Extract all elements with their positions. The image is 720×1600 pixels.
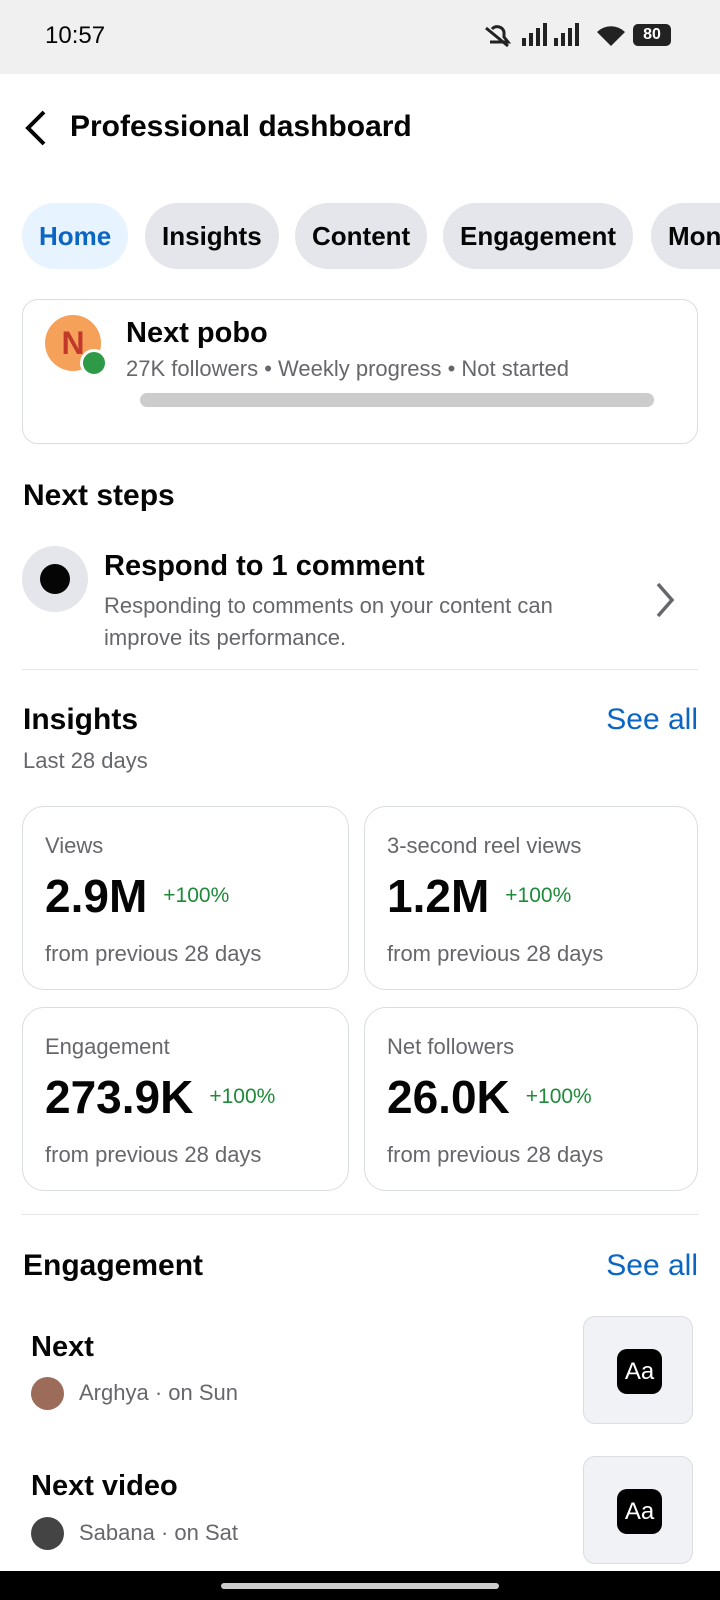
- battery: 80: [633, 24, 671, 46]
- value-row: 2.9M +100%: [45, 869, 229, 923]
- nav-bar: [0, 1571, 720, 1600]
- status-bar: 10:57 80: [0, 0, 720, 74]
- tab[interactable]: Insights: [145, 203, 279, 269]
- item-meta: Sabana · on Sat: [79, 1520, 239, 1545]
- card-value: 26.0K: [387, 1071, 510, 1123]
- verified-badge: [80, 349, 108, 377]
- thumbnail[interactable]: Aa: [583, 1316, 693, 1424]
- chevron[interactable]: [654, 580, 678, 620]
- card-value: 2.9M: [45, 870, 148, 922]
- thumb-text: Aa: [617, 1349, 662, 1394]
- section-title: Next steps: [23, 479, 175, 512]
- item-meta: Arghya · on Sun: [79, 1380, 238, 1405]
- profile-name: Next pobo: [126, 317, 268, 349]
- card-change: +100%: [209, 1085, 276, 1108]
- avatar: N: [45, 315, 101, 371]
- tab[interactable]: Content: [295, 203, 428, 269]
- card-footer: from previous 28 days: [45, 941, 262, 966]
- value-row: 273.9K +100%: [45, 1070, 275, 1124]
- detail: Not started: [461, 356, 569, 381]
- detail: 27K followers: [126, 356, 259, 381]
- thumb-text: Aa: [617, 1489, 662, 1534]
- card-label: Net followers: [387, 1034, 515, 1059]
- card-label: 3-second reel views: [387, 833, 582, 858]
- thumbnail[interactable]: Aa: [583, 1456, 693, 1564]
- value-row: 26.0K +100%: [387, 1070, 592, 1124]
- item-title[interactable]: Next video: [31, 1470, 178, 1502]
- card-footer: from previous 28 days: [387, 1142, 604, 1167]
- card-label: Views: [45, 833, 104, 858]
- divider: [22, 1214, 698, 1215]
- divider: [22, 669, 698, 670]
- tab[interactable]: Engagement: [443, 203, 634, 269]
- wifi-icon: [597, 26, 625, 46]
- item-title[interactable]: Next: [31, 1331, 94, 1363]
- see-all-link[interactable]: See all: [606, 703, 698, 736]
- card-change: +100%: [525, 1085, 592, 1108]
- section-subtitle: Last 28 days: [23, 748, 148, 773]
- tab[interactable]: Home: [22, 203, 129, 269]
- user-avatar: [31, 1377, 64, 1410]
- card-value: 1.2M: [387, 870, 490, 922]
- insight-card[interactable]: Engagement 273.9K +100% from previous 28 da…: [22, 1007, 349, 1191]
- step-description: Responding to comments on your content c…: [104, 593, 553, 650]
- card-label: Engagement: [45, 1034, 170, 1059]
- detail: Weekly progress: [278, 356, 442, 381]
- page-title: Professional dashboard: [70, 110, 412, 143]
- see-all-link[interactable]: See all: [606, 1249, 698, 1282]
- insight-card[interactable]: Views 2.9M +100% from previous 28 days: [22, 806, 349, 990]
- section-title: Engagement: [23, 1249, 204, 1282]
- user-avatar: [31, 1517, 64, 1550]
- insight-card[interactable]: 3-second reel views 1.2M +100% from previou…: [364, 806, 698, 990]
- card-value: 273.9K: [45, 1071, 194, 1123]
- card-footer: from previous 28 days: [387, 941, 604, 966]
- card-change: +100%: [505, 884, 572, 907]
- insight-card[interactable]: Net followers 26.0K +100% from previous 28 …: [364, 1007, 698, 1191]
- profile-card[interactable]: N Next pobo 27K followers • Weekly progr…: [22, 299, 698, 444]
- card-footer: from previous 28 days: [45, 1142, 262, 1167]
- time: 10:57: [45, 22, 106, 49]
- section-title: Insights: [23, 703, 139, 736]
- value-row: 1.2M +100%: [387, 869, 571, 923]
- card-change: +100%: [163, 884, 230, 907]
- status-icons: [485, 23, 579, 48]
- profile-details: 27K followers • Weekly progress • Not st…: [126, 356, 569, 381]
- progress-bar: [140, 393, 654, 407]
- step-icon: [22, 546, 88, 612]
- tab[interactable]: Monetization: [651, 203, 720, 269]
- step-title[interactable]: Respond to 1 comment: [104, 550, 425, 582]
- back-button[interactable]: [22, 108, 52, 148]
